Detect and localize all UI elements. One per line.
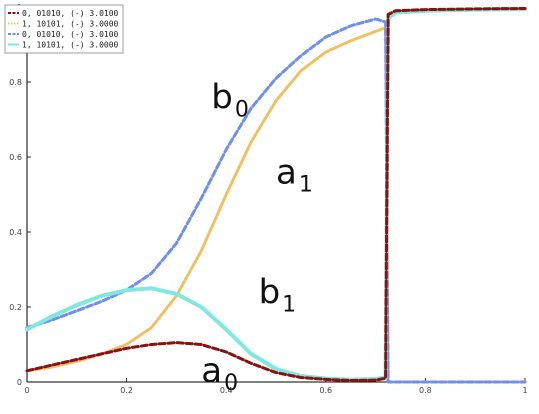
y-tick-label: 0.8 bbox=[9, 78, 22, 87]
annotation-b1: b1 bbox=[259, 272, 297, 317]
y-tick-label: 0.6 bbox=[9, 153, 22, 162]
x-tick-label: 0.4 bbox=[220, 386, 233, 395]
annotation-a1: a1 bbox=[276, 152, 313, 197]
legend-entry: 0, 01010, (-) 3.0100 bbox=[22, 9, 119, 18]
annotation-b0: b0 bbox=[211, 77, 249, 122]
legend-entry: 1, 10101, (-) 3.0000 bbox=[22, 41, 119, 50]
legend-box bbox=[4, 4, 124, 54]
series-line-1 bbox=[25, 26, 527, 384]
series-line-3 bbox=[25, 6, 527, 382]
legend-entry: 1, 10101, (-) 3.0000 bbox=[22, 20, 119, 29]
x-tick-label: 1 bbox=[522, 386, 527, 395]
series-layer bbox=[25, 6, 527, 384]
x-tick-label: 0 bbox=[24, 386, 29, 395]
plot-axes: 0 0.2 0.4 0.6 0.8 1 0 0.2 0.4 0.6 0.8 1 bbox=[9, 3, 527, 395]
x-tick-label: 0.2 bbox=[120, 386, 133, 395]
annotation-a0: a0 bbox=[201, 351, 238, 396]
x-tick-label: 0.8 bbox=[419, 386, 432, 395]
series-line-2 bbox=[25, 17, 527, 384]
annotation-subscript: 1 bbox=[282, 292, 296, 317]
y-tick-label: 0 bbox=[17, 378, 22, 387]
annotation-subscript: 0 bbox=[235, 97, 249, 122]
x-tick-label: 0.6 bbox=[319, 386, 332, 395]
y-tick-label: 0.2 bbox=[9, 303, 22, 312]
annotation-base: a bbox=[276, 152, 297, 192]
annotation-subscript: 1 bbox=[299, 172, 313, 197]
annotation-base: b bbox=[211, 77, 233, 117]
y-tick-label: 0.4 bbox=[9, 228, 22, 237]
annotation-base: a bbox=[201, 351, 222, 391]
series-line-0 bbox=[25, 7, 527, 382]
annotation-base: b bbox=[259, 272, 281, 312]
legend-entry: 0, 01010, (-) 3.0100 bbox=[22, 30, 119, 39]
annotation-subscript: 0 bbox=[224, 371, 238, 396]
